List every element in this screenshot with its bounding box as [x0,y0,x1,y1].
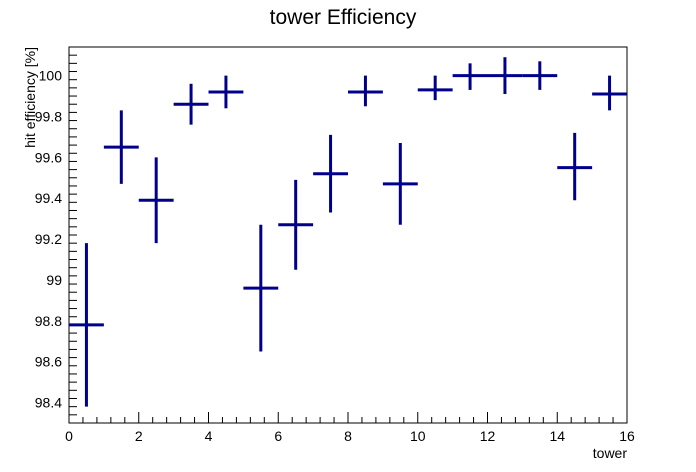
y-tick-label: 100 [39,68,63,84]
x-tick-labels: 0 2 4 6 8 10 12 14 16 [65,428,635,444]
data-point [103,110,139,184]
data-point [138,157,174,244]
x-tick-label: 6 [274,428,282,444]
x-tick-label: 8 [344,428,352,444]
data-point [243,224,279,352]
y-tick-label: 99.8 [35,108,62,124]
y-axis-label: hit efficiency [%] [22,47,38,148]
data-points [69,57,627,407]
x-tick-label: 10 [410,428,426,444]
y-tick-labels: 98.4 98.6 98.8 99 99.2 99.4 99.6 99.8 100 [35,68,62,411]
data-point [69,243,104,407]
data-point [348,75,383,107]
data-point [208,75,244,109]
data-point [173,83,209,125]
axis-ticks [68,46,628,424]
x-tick-label: 4 [205,428,213,444]
x-tick-label: 12 [480,428,496,444]
x-axis-label: tower [593,445,628,461]
y-tick-label: 99.6 [35,149,62,165]
y-tick-label: 98.8 [35,313,62,329]
data-point [417,75,453,101]
y-tick-label: 99 [46,272,62,288]
plot-frame [68,46,628,424]
y-tick-label: 98.4 [35,395,62,411]
data-point [313,134,348,213]
x-tick-label: 2 [135,428,143,444]
data-point [452,63,488,90]
y-tick-label: 99.4 [35,190,62,206]
x-tick-label: 14 [549,428,565,444]
y-tick-label: 99.2 [35,231,62,247]
data-point [382,143,418,225]
data-point [557,132,593,201]
data-point [592,75,627,111]
data-point [487,57,523,94]
x-tick-label: 16 [619,428,635,444]
chart-title: tower Efficiency [270,6,417,29]
y-tick-label: 98.6 [35,354,62,370]
data-point [278,179,314,270]
data-point [522,61,558,90]
x-tick-label: 0 [65,428,73,444]
